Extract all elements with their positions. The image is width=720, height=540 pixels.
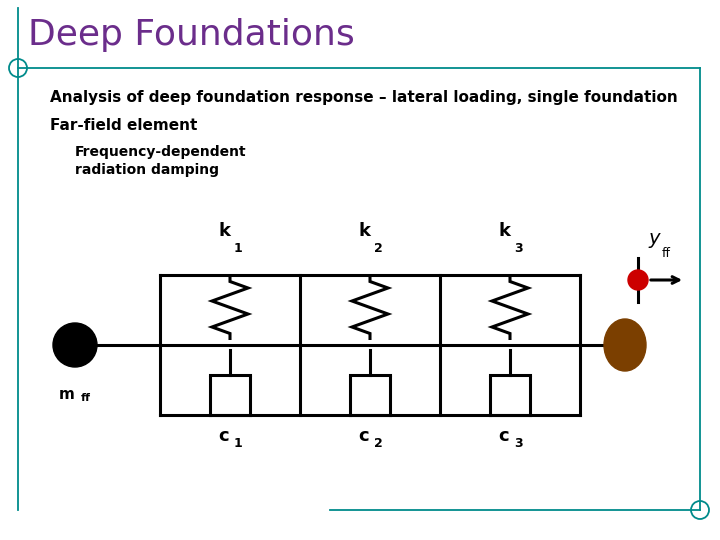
Text: 1: 1 [234,437,243,450]
Text: Frequency-dependent
radiation damping: Frequency-dependent radiation damping [75,145,247,178]
Text: k: k [498,222,510,240]
Circle shape [53,323,97,367]
Text: Analysis of deep foundation response – lateral loading, single foundation: Analysis of deep foundation response – l… [50,90,678,105]
Text: ff: ff [662,247,671,260]
Text: c: c [358,427,369,445]
Text: c: c [498,427,508,445]
Text: 1: 1 [234,242,243,255]
Text: y: y [648,229,660,248]
Ellipse shape [604,319,646,371]
Text: Far-field element: Far-field element [50,118,197,133]
Text: k: k [218,222,230,240]
Text: ff: ff [81,393,91,403]
Text: m: m [59,387,75,402]
Text: 3: 3 [514,437,523,450]
Text: Deep Foundations: Deep Foundations [28,18,355,52]
Text: 2: 2 [374,242,383,255]
Circle shape [628,270,648,290]
Text: c: c [218,427,229,445]
Text: 3: 3 [514,242,523,255]
Text: 2: 2 [374,437,383,450]
Text: k: k [358,222,370,240]
